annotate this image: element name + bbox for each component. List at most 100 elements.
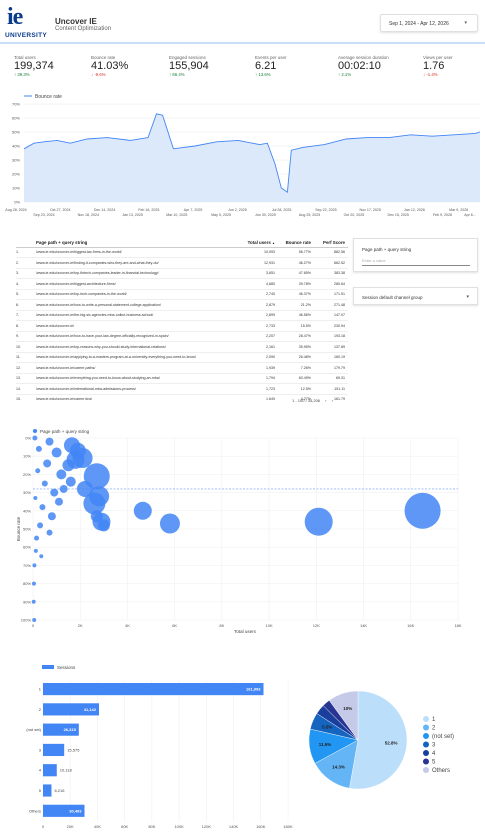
scatter-point[interactable] <box>32 618 37 622</box>
table-row[interactable]: 6./www.ie.edu/uncover-ie/how-to-write-a-… <box>16 299 348 311</box>
category-label: 3 <box>39 747 42 752</box>
scatter-point[interactable] <box>34 535 40 541</box>
kpi-label: Average session duration <box>338 55 389 60</box>
row-index: 9. <box>16 331 36 342</box>
x-tick-label: 14K <box>360 623 367 628</box>
total-users-cell: 12,931 <box>230 257 278 269</box>
scatter-point[interactable] <box>159 513 180 534</box>
scatter-point[interactable] <box>35 468 41 474</box>
column-header-page-path[interactable]: Page path + query string <box>36 238 230 248</box>
bar[interactable] <box>43 764 57 777</box>
legend-swatch <box>42 665 54 669</box>
channel-group-filter[interactable]: Session default channel group ▾ <box>353 287 478 305</box>
scatter-point[interactable] <box>97 519 110 532</box>
scatter-point[interactable] <box>63 437 80 454</box>
total-users-cell: 2,161 <box>230 341 278 353</box>
bar[interactable] <box>43 703 99 716</box>
table-row[interactable]: 14./www.ie.edu/uncover-ie/international-… <box>16 383 348 395</box>
row-index: 15. <box>16 394 36 400</box>
bar[interactable] <box>43 804 85 817</box>
table-row[interactable]: 13./www.ie.edu/uncover-ie/everything-you… <box>16 373 348 384</box>
scatter-point[interactable] <box>32 435 38 441</box>
scatter-point[interactable] <box>133 501 152 520</box>
scatter-point[interactable] <box>31 599 36 604</box>
bar[interactable] <box>43 784 52 797</box>
page-path-table: Page path + query string Total users ▲ B… <box>16 238 348 400</box>
kpi-views-per-user: Views per user 1.76 ↓ -1.4% <box>423 55 453 78</box>
scatter-point[interactable] <box>62 459 75 472</box>
bar[interactable] <box>43 683 264 696</box>
scatter-point[interactable] <box>43 459 52 468</box>
table-row[interactable]: 8./www.ie.edu/uncover-ie/2,733 15.5% 230.9… <box>16 320 348 332</box>
table-row[interactable]: 10./www.ie.edu/uncover-ie/top-reasons-wh… <box>16 341 348 353</box>
scatter-point[interactable] <box>46 529 53 536</box>
scatter-point[interactable] <box>39 504 46 511</box>
scatter-point[interactable] <box>33 496 38 501</box>
scatter-point[interactable] <box>45 437 54 446</box>
ie-logo[interactable]: ie <box>7 4 23 30</box>
scatter-point[interactable] <box>89 486 110 507</box>
value-label: 26,315 <box>64 727 77 732</box>
kpi-value: 155,904 <box>169 60 209 72</box>
scatter-point[interactable] <box>83 463 110 490</box>
page-path-cell: /www.ie.edu/uncover-ie/how-to-write-a-pe… <box>36 299 230 311</box>
x-tick-label: Feb 9, 2026 <box>433 213 452 217</box>
table-pagination: 1 - 100 / 34,206 ‹ › <box>288 398 333 403</box>
scatter-point[interactable] <box>39 554 44 559</box>
table-row[interactable]: 5./www.ie.edu/uncover-ie/top-tech-compan… <box>16 289 348 300</box>
scatter-point[interactable] <box>76 480 93 497</box>
bar[interactable] <box>43 723 79 736</box>
scatter-point[interactable] <box>33 548 38 553</box>
scatter-point[interactable] <box>35 445 42 452</box>
scatter-point[interactable] <box>47 512 56 521</box>
table-row[interactable]: 12./www.ie.edu/uncover-ie/career-paths/1… <box>16 362 348 374</box>
pie-slice[interactable] <box>349 690 408 790</box>
scatter-point[interactable] <box>37 522 44 529</box>
prev-page-button[interactable]: ‹ <box>325 398 327 403</box>
scatter-point[interactable] <box>51 447 62 458</box>
table-row[interactable]: 9./www.ie.edu/uncover-ie/how-to-have-you… <box>16 331 348 342</box>
scatter-point[interactable] <box>32 563 37 568</box>
table-row[interactable]: 4./www.ie.edu/uncover-ie/biggest-archite… <box>16 278 348 290</box>
slice-label: 14.3% <box>332 765 345 770</box>
column-header-bounce-rate[interactable]: Bounce rate <box>278 238 314 248</box>
category-label: Others <box>29 808 41 813</box>
column-header-perf-score[interactable]: Perf Score <box>314 238 348 248</box>
arrow-up-icon: ↑ <box>338 72 342 77</box>
arrow-down-icon: ↓ <box>423 72 427 77</box>
scatter-point[interactable] <box>65 476 76 487</box>
x-tick-label: Nov 18, 2024 <box>78 213 99 217</box>
total-users-cell: 1,939 <box>230 362 278 374</box>
table-row[interactable]: 2./www.ie.edu/uncover-ie/finding-it-comp… <box>16 257 348 269</box>
page-path-filter-input[interactable]: Enter a value <box>362 258 470 266</box>
table-row[interactable]: 15./www.ie.edu/uncover-ie/career-tips/1,… <box>16 394 348 400</box>
table-row[interactable]: 7./www.ie.edu/uncover-ie/the-big-six-age… <box>16 310 348 321</box>
legend-dot <box>423 750 429 756</box>
column-header-total-users[interactable]: Total users ▲ <box>230 238 278 248</box>
table-row[interactable]: 1./www.ie.edu/uncover-ie/biggest-tax-fir… <box>16 247 348 258</box>
table-row[interactable]: 3./www.ie.edu/uncover-ie/top-fintech-com… <box>16 268 348 279</box>
row-index: 8. <box>16 320 36 332</box>
scatter-point[interactable] <box>59 484 68 493</box>
slice-label: 11.5% <box>319 742 332 747</box>
scatter-point[interactable] <box>404 492 441 529</box>
x-tick-label: Aug 25, 2025 <box>299 213 320 217</box>
legend-label: 2 <box>432 726 436 732</box>
table-row[interactable]: 11./www.ie.edu/uncover-ie/applying-to-a-… <box>16 352 348 363</box>
scatter-point[interactable] <box>56 469 67 480</box>
scatter-point[interactable] <box>31 581 36 586</box>
scatter-point[interactable] <box>54 497 63 506</box>
page-path-filter[interactable]: Page path + query string Enter a value <box>353 238 478 272</box>
y-tick-label: 80% <box>23 581 31 586</box>
scatter-point[interactable] <box>50 488 59 497</box>
next-page-button[interactable]: › <box>331 398 333 403</box>
y-tick-label: 10% <box>23 454 31 459</box>
perf-score-cell: 882.56 <box>314 247 348 258</box>
scatter-point[interactable] <box>90 510 103 523</box>
y-tick-label: 50% <box>23 527 31 532</box>
date-range-picker[interactable]: Sep 1, 2024 - Apr 12, 2026 ▾ <box>380 14 478 32</box>
pie-slice[interactable] <box>328 690 359 741</box>
scatter-point[interactable] <box>304 507 333 536</box>
scatter-point[interactable] <box>41 480 48 487</box>
bar[interactable] <box>43 743 65 757</box>
